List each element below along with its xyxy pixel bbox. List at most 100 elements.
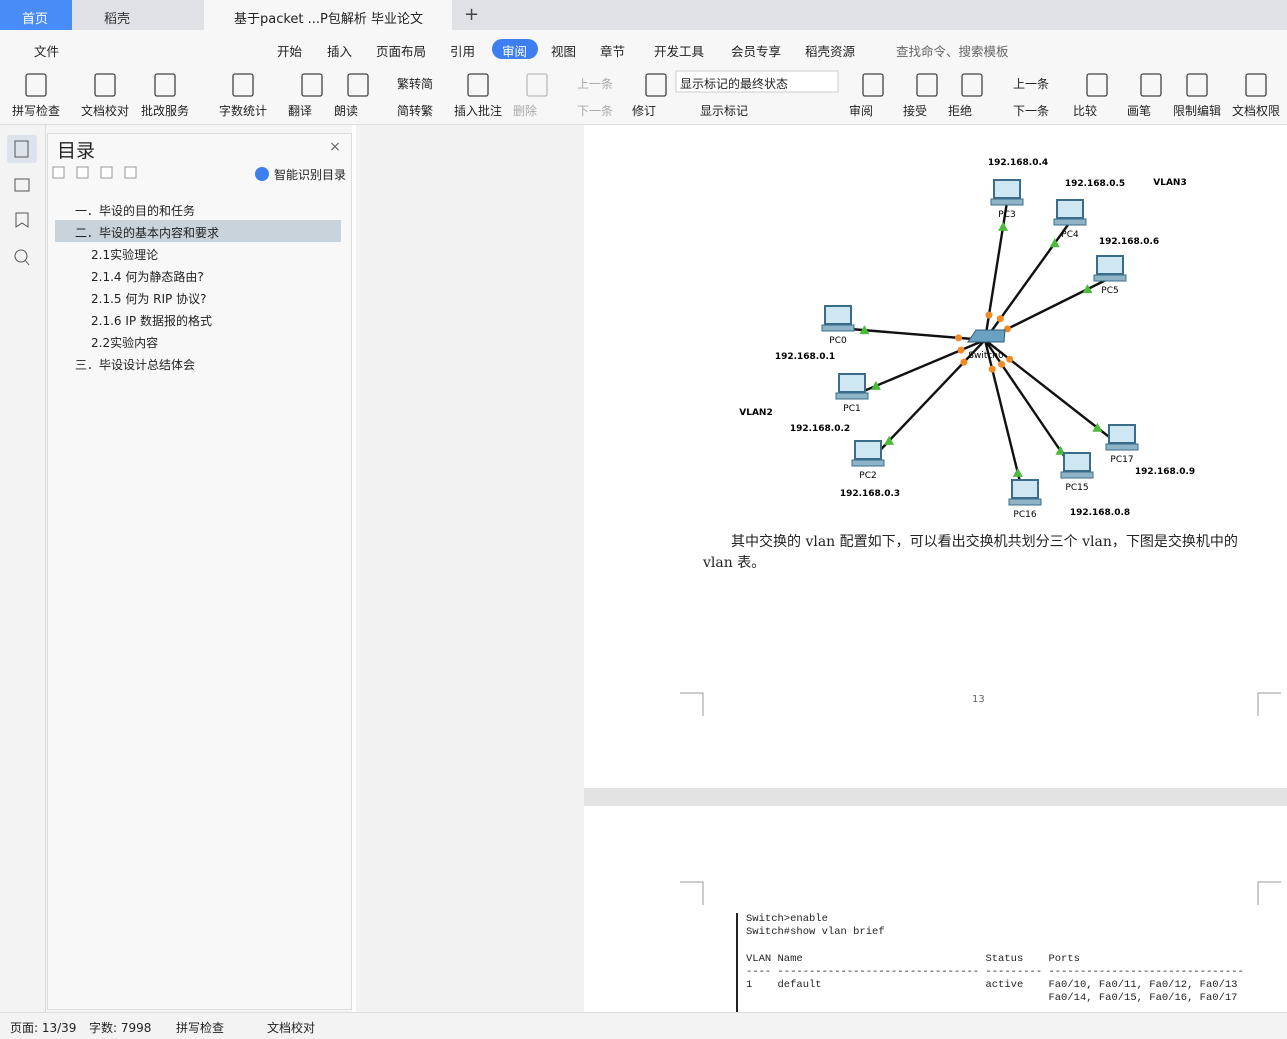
pc-base (1008, 498, 1042, 506)
ribbon-button[interactable]: 显示标记 (700, 104, 749, 118)
switch-icon (967, 329, 1006, 343)
ribbon-button[interactable]: 拒绝 (948, 104, 973, 118)
toc-item[interactable]: 2.1实验理论 (91, 248, 159, 262)
ribbon-button[interactable]: 画笔 (1127, 104, 1152, 118)
ribbon-icon (154, 73, 176, 97)
port-green (1092, 422, 1103, 432)
ribbon-button[interactable]: 字数统计 (219, 104, 268, 118)
ribbon-button[interactable]: 文档权限 (1232, 104, 1281, 118)
tab[interactable] (74, 0, 200, 30)
menu-item[interactable]: 视图 (551, 44, 577, 59)
ip-label: 192.168.0.1 (775, 352, 835, 362)
tab[interactable] (204, 0, 452, 30)
page (584, 806, 1287, 1012)
ribbon-button[interactable]: 接受 (903, 104, 928, 118)
pc-base (1060, 471, 1094, 479)
toc-smart[interactable]: 智能识别目录 (274, 168, 347, 182)
pc-base (835, 392, 869, 400)
toc-item[interactable]: 一．毕设的目的和任务 (75, 204, 196, 218)
menu-item[interactable]: 开发工具 (654, 44, 705, 59)
menu-item[interactable]: 审阅 (502, 44, 528, 59)
toc-item[interactable]: 2.1.4 何为静态路由? (91, 270, 204, 284)
link (984, 221, 1071, 341)
ribbon-button[interactable]: 拼写检查 (12, 104, 61, 118)
toc-item[interactable]: 2.2实验内容 (91, 336, 159, 350)
tab[interactable] (0, 0, 72, 30)
ribbon-button[interactable]: 删除 (513, 104, 538, 118)
smart-icon (255, 167, 269, 181)
menu-item[interactable]: 章节 (600, 44, 626, 59)
ribbon-button[interactable]: 简转繁 (397, 104, 434, 118)
menu-item[interactable]: 文件 (34, 44, 60, 59)
toc-panel (46, 125, 352, 1012)
menu-active-bg[interactable] (492, 39, 538, 59)
port-orange (985, 311, 993, 319)
ribbon-button[interactable]: 下一条 (1013, 104, 1050, 118)
corner-mark (1257, 692, 1281, 716)
code-block: Switch>enable Switch#show vlan brief VLAN … (736, 913, 1244, 1012)
ribbon-button[interactable]: 朗读 (334, 104, 359, 118)
corner-mark (1257, 881, 1281, 905)
ribbon-button[interactable]: 下一条 (577, 104, 614, 118)
status-item: 页面: 13/39 (10, 1021, 77, 1035)
menu-item[interactable]: 引用 (450, 44, 476, 59)
toc-selected[interactable] (55, 220, 341, 242)
pc-screen (993, 179, 1021, 199)
menu-item[interactable]: 插入 (327, 44, 353, 59)
ribbon-icon (1086, 73, 1108, 97)
port-orange (957, 346, 965, 354)
ribbon-button[interactable]: 批改服务 (141, 104, 190, 118)
pc-label: PC4 (1061, 230, 1079, 240)
code-line: ---- -------------------------------- --… (746, 966, 1244, 978)
corner-mark (680, 881, 704, 905)
ribbon-button[interactable]: 上一条 (577, 77, 614, 91)
ip-label: 192.168.0.8 (1070, 508, 1130, 518)
corner-mark (680, 692, 704, 716)
toc-item[interactable]: 2.1.5 何为 RIP 协议? (91, 292, 207, 306)
paragraph: 其中交换的 vlan 配置如下，可以看出交换机共划分三个 vlan，下图是交换机… (703, 534, 1238, 571)
ribbon-button[interactable]: 修订 (632, 104, 657, 118)
ribbon-icon (1245, 73, 1267, 97)
ribbon-button[interactable]: 审阅 (849, 104, 874, 118)
toc-close: × (329, 139, 341, 155)
ribbon-button[interactable]: 显示标记的最终状态 (680, 77, 789, 91)
pc-screen (1096, 255, 1124, 275)
pc-label: PC3 (998, 210, 1015, 220)
ribbon-icon (301, 73, 323, 97)
menu-item[interactable]: 页面布局 (376, 44, 427, 59)
menu-item[interactable]: 会员专享 (731, 44, 782, 59)
pc-base (1053, 218, 1087, 226)
pc-base (990, 198, 1024, 206)
ribbon-button[interactable]: 繁转简 (397, 77, 434, 91)
ip-label: 192.168.0.6 (1099, 237, 1159, 247)
ribbon-icon (347, 73, 369, 97)
ribbon-button[interactable]: 上一条 (1013, 77, 1050, 91)
tab-label[interactable]: 稻壳 (104, 12, 131, 27)
new-tab[interactable]: + (464, 4, 480, 25)
port-orange (955, 334, 963, 342)
vlan-label: VLAN3 (1153, 178, 1186, 188)
menu-item[interactable]: 稻壳资源 (805, 44, 856, 59)
toc-item[interactable]: 2.1.6 IP 数据报的格式 (91, 314, 212, 328)
side-rail (0, 125, 46, 1012)
toc-control (52, 166, 65, 179)
toc-item[interactable]: 三．毕设设计总结体会 (75, 358, 196, 372)
pc-screen (1011, 479, 1039, 499)
toc-item[interactable]: 二．毕设的基本内容和要求 (75, 226, 220, 240)
switch-label: Switch0 (968, 351, 1004, 361)
status-item[interactable]: 文档校对 (267, 1021, 316, 1035)
code-line: Fa0/14, Fa0/15, Fa0/16, Fa0/17 (746, 992, 1238, 1004)
port-orange (996, 315, 1004, 323)
ribbon-button[interactable]: 文档校对 (81, 104, 130, 118)
toc-control (76, 166, 89, 179)
toolbar (0, 30, 1287, 125)
ribbon-button[interactable]: 插入批注 (454, 104, 503, 118)
search-box[interactable]: 查找命令、搜索模板 (896, 44, 1009, 59)
ribbon-button[interactable]: 翻译 (288, 104, 313, 118)
tab-label[interactable]: 基于packet ...P包解析 毕业论文 (234, 12, 424, 27)
status-item[interactable]: 拼写检查 (176, 1021, 225, 1035)
ribbon-button[interactable]: 比较 (1073, 104, 1098, 118)
menu-item[interactable]: 开始 (277, 44, 303, 59)
tab-label[interactable]: 首页 (22, 12, 49, 27)
ribbon-button[interactable]: 限制编辑 (1173, 104, 1222, 118)
